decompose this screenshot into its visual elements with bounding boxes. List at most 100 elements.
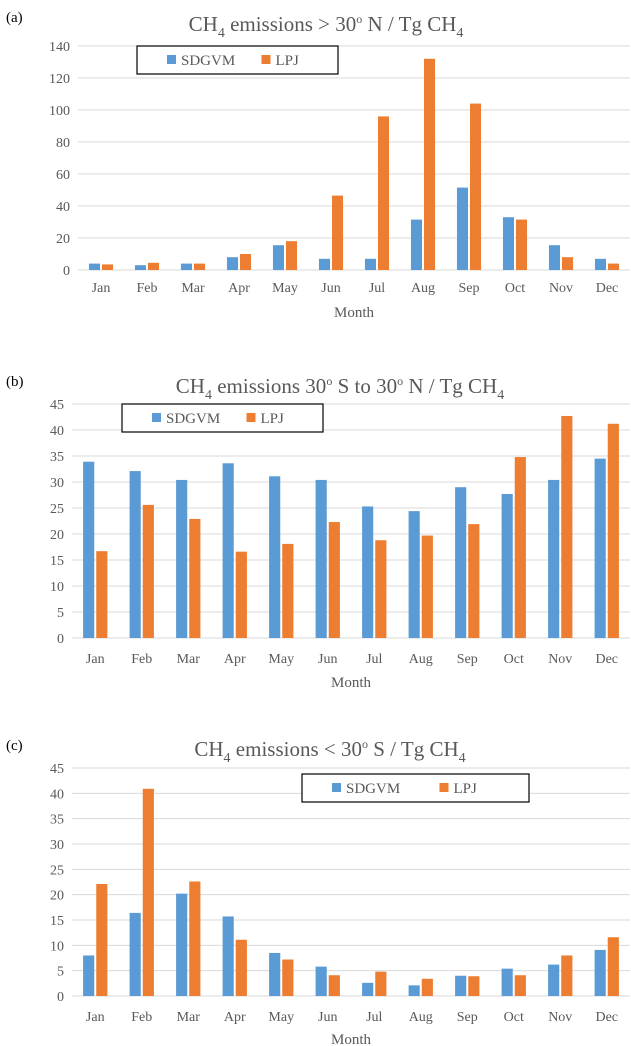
bar-lpj-sep	[468, 524, 480, 638]
y-tick-label: 20	[50, 889, 64, 904]
y-tick-label: 30	[50, 838, 64, 853]
legend-label-sdgvm: SDGVM	[181, 53, 235, 69]
y-tick-label: 140	[49, 40, 70, 55]
bar-sdgvm-jun	[315, 966, 327, 996]
bar-sdgvm-apr	[222, 463, 234, 638]
bar-lpj-apr	[235, 551, 247, 638]
bar-lpj-mar	[189, 881, 201, 996]
bar-sdgvm-oct	[501, 968, 513, 996]
y-tick-label: 45	[50, 762, 64, 777]
legend-swatch-lpj	[439, 783, 449, 792]
x-tick-label: Aug	[409, 1010, 433, 1025]
bar-sdgvm-may	[269, 476, 281, 638]
bar-sdgvm-dec	[594, 458, 606, 638]
bar-lpj-dec	[608, 263, 620, 270]
bar-sdgvm-aug	[408, 511, 420, 638]
x-tick-label: Oct	[504, 1010, 524, 1025]
bar-lpj-dec	[607, 937, 619, 996]
y-tick-label: 15	[50, 554, 64, 569]
legend-swatch-lpj	[246, 413, 256, 422]
bar-lpj-dec	[607, 423, 619, 638]
x-tick-label: Aug	[409, 652, 433, 667]
y-tick-label: 80	[56, 136, 70, 151]
bar-sdgvm-jun	[318, 258, 330, 270]
y-tick-label: 35	[50, 813, 64, 828]
legend-swatch-sdgvm	[152, 413, 161, 422]
bar-sdgvm-sep	[456, 187, 468, 270]
bar-lpj-nov	[562, 257, 574, 270]
bar-sdgvm-apr	[226, 257, 238, 270]
bar-sdgvm-dec	[594, 949, 606, 996]
bar-sdgvm-may	[272, 245, 284, 270]
bar-sdgvm-feb	[134, 265, 146, 270]
bar-lpj-nov	[561, 955, 573, 996]
bar-sdgvm-nov	[548, 964, 560, 996]
y-tick-label: 25	[50, 502, 64, 517]
y-tick-label: 5	[57, 606, 64, 621]
y-tick-label: 40	[56, 200, 70, 215]
y-tick-label: 20	[56, 232, 70, 247]
bar-lpj-may	[282, 959, 294, 996]
bar-lpj-sep	[468, 976, 480, 996]
x-tick-label: Dec	[596, 281, 619, 296]
x-tick-label: Dec	[595, 1010, 618, 1025]
y-tick-label: 35	[50, 450, 64, 465]
legend-swatch-sdgvm	[167, 55, 176, 64]
bar-sdgvm-dec	[594, 258, 606, 270]
bar-lpj-jan	[102, 264, 114, 270]
y-tick-label: 10	[50, 939, 64, 954]
x-tick-label: Jul	[369, 281, 385, 296]
bar-sdgvm-jul	[362, 982, 374, 996]
bar-sdgvm-mar	[176, 893, 188, 996]
bar-sdgvm-jan	[83, 461, 95, 638]
bar-sdgvm-jul	[364, 258, 376, 270]
bar-lpj-oct	[516, 219, 528, 270]
y-tick-label: 120	[49, 72, 70, 87]
legend: SDGVM LPJ	[301, 773, 530, 803]
bar-lpj-jul	[378, 116, 390, 271]
chart-panel-c: (c) CH4 emissions < 30o S / Tg CH4 0 5 10 15 2…	[6, 737, 630, 1046]
chart-title: CH4 emissions > 30o N / Tg CH4	[189, 12, 464, 41]
bar-sdgvm-oct	[502, 217, 514, 270]
x-tick-label: Jun	[318, 1010, 337, 1025]
legend-label-sdgvm: SDGVM	[346, 781, 400, 797]
x-axis-title: Month	[334, 305, 375, 321]
bar-sdgvm-jun	[315, 479, 327, 638]
y-tick-label: 10	[50, 580, 64, 595]
bar-lpj-jul	[375, 971, 387, 996]
x-tick-label: Mar	[181, 281, 205, 296]
chart-title: CH4 emissions < 30o S / Tg CH4	[194, 737, 465, 766]
chart-title: CH4 emissions 30o S to 30o N / Tg CH4	[176, 374, 504, 403]
bar-lpj-apr	[240, 254, 252, 270]
y-tick-label: 60	[56, 168, 70, 183]
chart-panel-b: (b) CH4 emissions 30o S to 30o N / Tg CH4…	[6, 374, 630, 691]
x-tick-label: Apr	[224, 652, 246, 667]
bar-lpj-nov	[561, 415, 573, 638]
y-tick-label: 0	[57, 990, 64, 1005]
legend: SDGVM LPJ	[121, 403, 324, 433]
legend-swatch-sdgvm	[332, 783, 341, 792]
x-tick-label: May	[268, 1010, 294, 1025]
x-tick-label: Mar	[177, 652, 201, 667]
x-tick-label: Feb	[131, 1010, 152, 1025]
bar-lpj-jan	[96, 884, 108, 996]
y-tick-label: 25	[50, 863, 64, 878]
x-tick-label: May	[272, 281, 298, 296]
bar-sdgvm-sep	[455, 975, 467, 996]
x-tick-label: Jan	[92, 281, 111, 296]
x-tick-label: Jul	[366, 652, 382, 667]
x-tick-label: Nov	[549, 281, 573, 296]
bar-sdgvm-feb	[129, 471, 141, 638]
bar-sdgvm-jan	[83, 955, 95, 996]
bar-sdgvm-mar	[180, 263, 192, 270]
bar-lpj-sep	[470, 103, 482, 270]
x-tick-label: Jul	[366, 1010, 382, 1025]
legend-label-lpj: LPJ	[454, 781, 478, 797]
x-tick-label: Apr	[224, 1010, 246, 1025]
panel-label: (b)	[6, 374, 24, 390]
legend-label-sdgvm: SDGVM	[166, 411, 220, 427]
bar-sdgvm-nov	[548, 479, 560, 638]
bar-lpj-feb	[142, 788, 154, 996]
legend-label-lpj: LPJ	[276, 53, 300, 69]
